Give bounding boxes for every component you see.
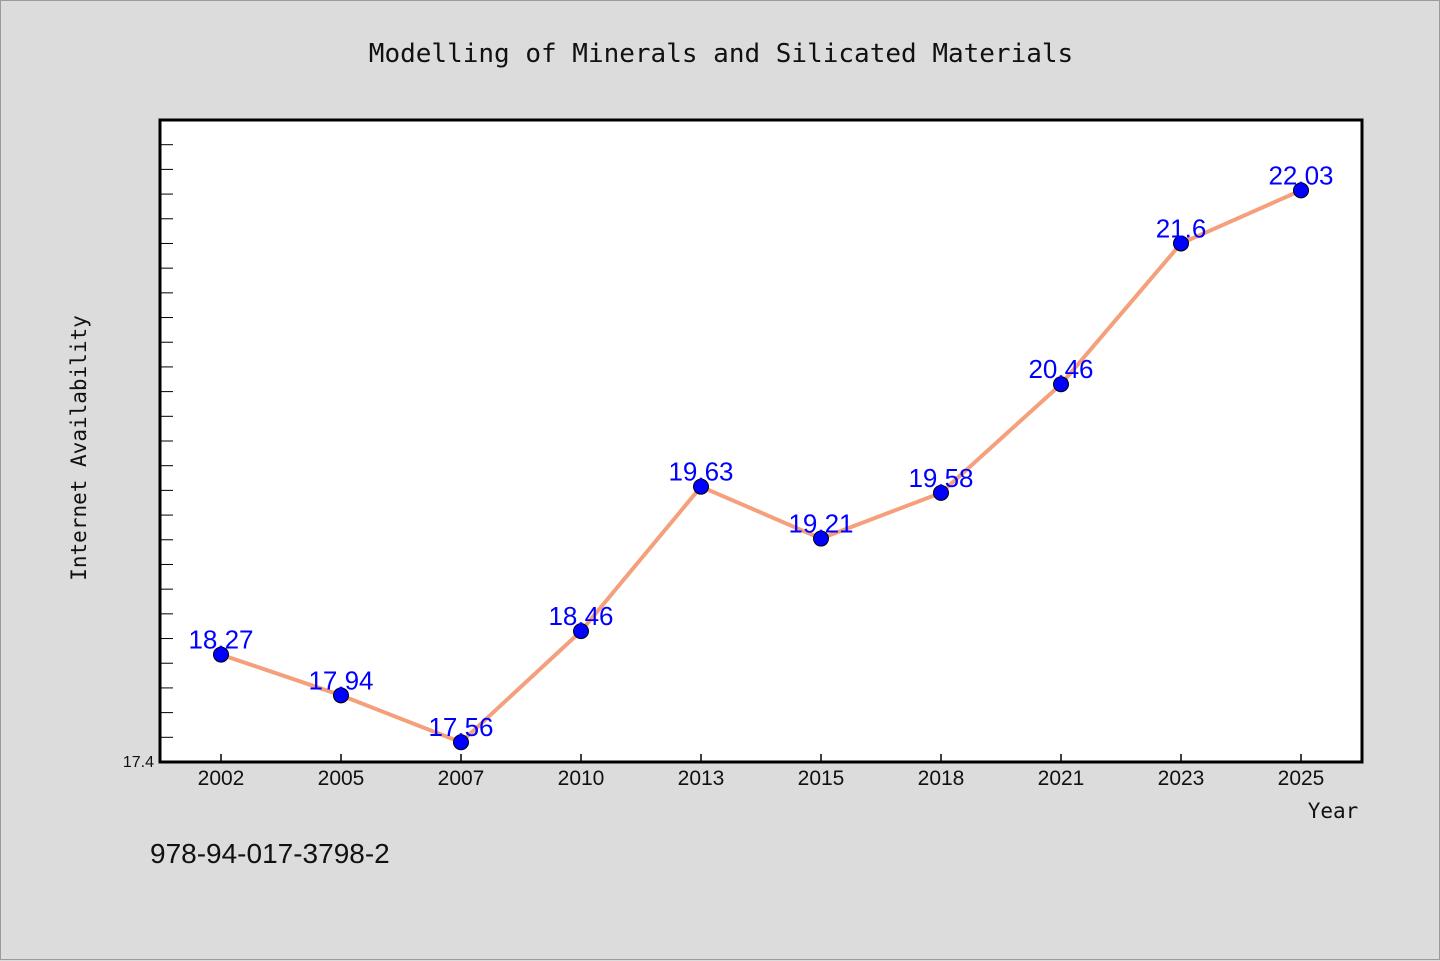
data-point	[1053, 376, 1069, 393]
data-label: 20.46	[1028, 354, 1093, 384]
data-point	[333, 687, 349, 704]
data-point	[933, 484, 949, 501]
x-tick-label: 2021	[1038, 767, 1085, 790]
x-axis-ticks	[220, 754, 1302, 762]
data-point	[693, 478, 709, 495]
data-label: 22.03	[1268, 160, 1333, 190]
data-point	[573, 623, 589, 640]
x-axis-tick-labels: 2002 2005 2007 2010 2013 2015 2018 2021 2023 2025	[198, 767, 1325, 790]
data-label: 18.27	[188, 625, 253, 655]
y-tick-label: 17.4	[123, 754, 154, 771]
data-label: 19.63	[668, 457, 733, 487]
series-line	[219, 188, 1303, 745]
data-label: 17.56	[428, 712, 493, 742]
y-axis-tick-labels: 17.4	[123, 754, 154, 771]
plot-area	[158, 118, 1364, 764]
data-labels: 18.27 17.94 17.56 18.46 19.63 19.21 19.58 20.46…	[188, 160, 1333, 742]
data-markers	[213, 182, 1309, 751]
x-tick-label: 2013	[678, 767, 725, 790]
y-axis-label: Internet Availability	[67, 315, 91, 581]
x-tick-label: 2023	[1158, 767, 1205, 790]
data-label: 17.94	[308, 665, 373, 695]
data-point	[213, 646, 229, 663]
x-tick-label: 2005	[318, 767, 365, 790]
isbn-note: 978-94-017-3798-2	[150, 838, 390, 869]
x-tick-label: 2018	[918, 767, 965, 790]
data-label: 18.46	[548, 601, 613, 631]
y-axis-ticks	[160, 119, 173, 763]
x-tick-label: 2007	[438, 767, 485, 790]
data-point	[1293, 182, 1309, 199]
x-tick-label: 2015	[798, 767, 845, 790]
x-axis-label: Year	[1308, 799, 1359, 823]
data-label: 19.58	[908, 463, 973, 493]
data-point	[1173, 235, 1189, 252]
chart-title: Modelling of Minerals and Silicated Mate…	[369, 39, 1073, 69]
data-point	[813, 530, 829, 547]
x-tick-label: 2025	[1278, 767, 1325, 790]
x-tick-label: 2010	[558, 767, 605, 790]
data-label: 19.21	[788, 509, 853, 539]
data-label: 21.6	[1156, 213, 1207, 243]
x-tick-label: 2002	[198, 767, 245, 790]
data-point	[453, 734, 469, 751]
